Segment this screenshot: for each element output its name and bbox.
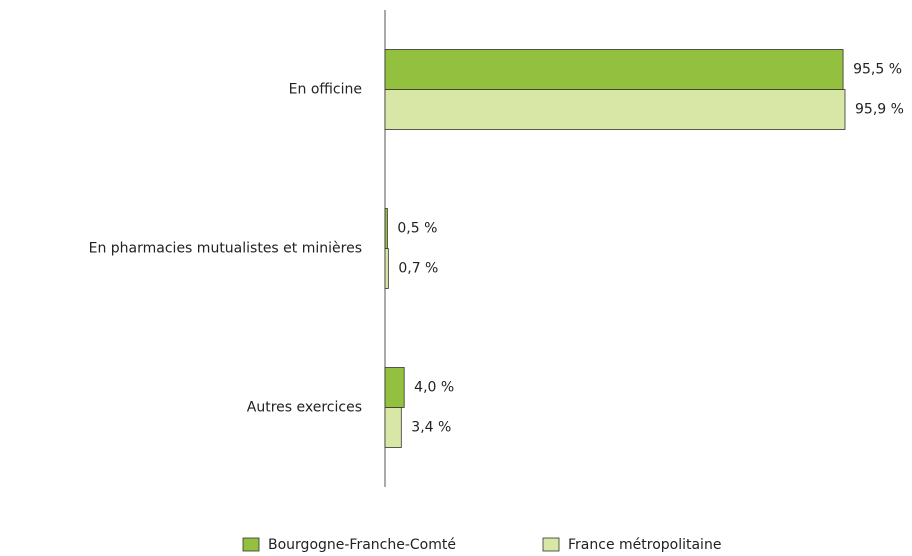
bar — [384, 89, 846, 130]
bar — [384, 208, 388, 249]
bar — [384, 367, 405, 408]
legend-label: France métropolitaine — [568, 537, 721, 553]
data-label: 95,5 % — [853, 62, 902, 78]
bar — [384, 407, 402, 448]
y-tick-label: En officine — [289, 82, 362, 98]
data-label: 0,7 % — [398, 261, 438, 277]
y-tick-label: Autres exercices — [247, 400, 362, 416]
data-label: 95,9 % — [855, 102, 904, 118]
data-label: 4,0 % — [414, 380, 454, 396]
data-label: 3,4 % — [411, 420, 451, 436]
legend-label: Bourgogne-Franche-Comté — [268, 537, 456, 553]
data-label: 0,5 % — [397, 221, 437, 237]
y-tick-label: En pharmacies mutualistes et minières — [89, 241, 362, 257]
bar — [384, 248, 389, 289]
legend-swatch — [542, 537, 560, 552]
legend-swatch — [242, 537, 260, 552]
bar — [384, 49, 844, 90]
